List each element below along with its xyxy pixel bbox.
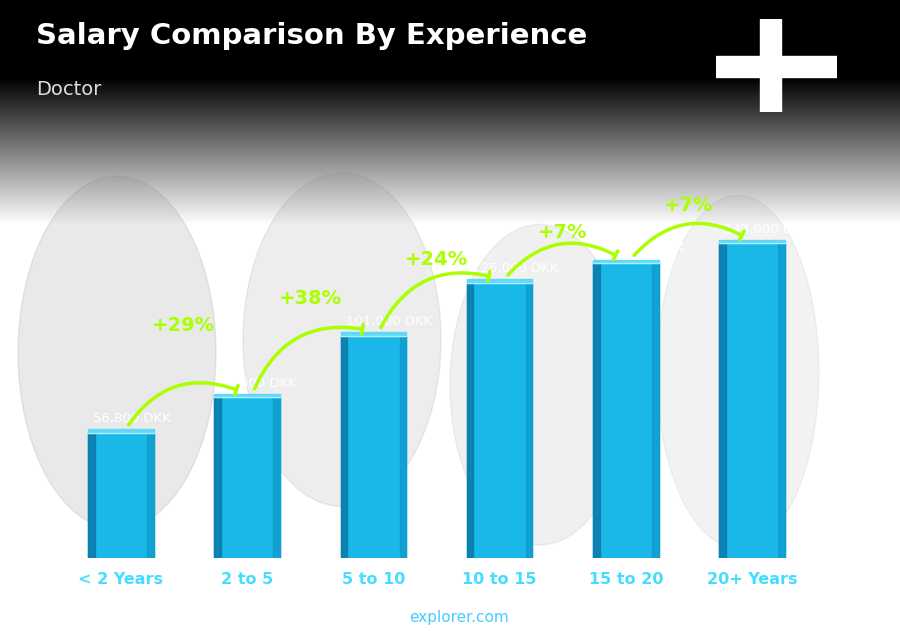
Bar [716,56,837,77]
Text: explorer.com: explorer.com [410,610,509,625]
Text: salary: salary [357,610,410,625]
Ellipse shape [450,224,630,545]
Bar [147,433,154,558]
Text: 134,000 DKK: 134,000 DKK [598,242,684,256]
Ellipse shape [243,173,441,506]
Bar [719,240,785,244]
Bar [274,397,280,558]
Bar [719,244,785,558]
Text: +7%: +7% [538,223,588,242]
Bar [593,263,599,558]
Text: 73,000 DKK: 73,000 DKK [220,376,297,390]
Bar [340,336,347,558]
Text: +38%: +38% [279,288,342,308]
Ellipse shape [18,176,216,529]
Text: Doctor: Doctor [36,80,102,99]
Bar [340,332,406,336]
Bar [214,397,280,558]
Bar [88,429,154,433]
Bar [88,433,154,558]
Text: Average Monthly Salary: Average Monthly Salary [871,295,884,436]
Bar [719,244,726,558]
Bar [467,283,473,558]
Bar [467,283,533,558]
Bar [214,394,280,397]
Bar [760,19,781,112]
Bar [88,433,94,558]
Bar [467,279,533,283]
Text: +7%: +7% [664,196,714,215]
Text: +29%: +29% [152,315,215,335]
Ellipse shape [657,196,819,548]
Text: 56,800 DKK: 56,800 DKK [93,412,171,425]
Bar [778,244,785,558]
Text: Salary Comparison By Experience: Salary Comparison By Experience [36,22,587,51]
Text: +24%: +24% [405,250,468,269]
Bar [340,336,406,558]
Text: 101,000 DKK: 101,000 DKK [346,315,432,328]
Bar [593,263,659,558]
Bar [400,336,406,558]
Bar [214,397,220,558]
Bar [526,283,533,558]
Bar [593,260,659,263]
Text: 143,000 DKK: 143,000 DKK [724,222,811,236]
Bar [652,263,659,558]
Text: 125,000 DKK: 125,000 DKK [472,262,558,275]
